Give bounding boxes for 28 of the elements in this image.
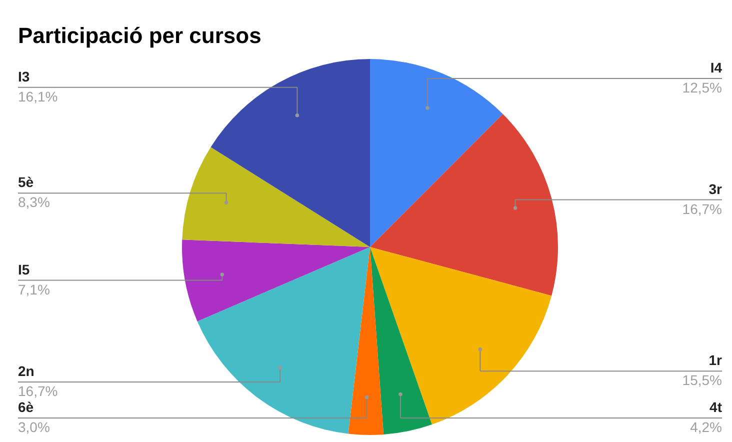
slice-label: I4 (710, 59, 722, 76)
data-label: 8,3% (18, 194, 50, 210)
slice-label: 4t (710, 399, 722, 415)
pie-slice (348, 247, 384, 435)
data-label: 3,0% (18, 419, 50, 435)
slice-label: 2n (18, 363, 34, 379)
pie-slice (182, 147, 370, 247)
pie-slice (370, 59, 503, 247)
slice-label: 5è (18, 174, 34, 190)
pie-slice (370, 247, 552, 424)
pie-slice (210, 59, 370, 247)
pie-slice (370, 247, 432, 435)
data-label: 7,1% (18, 281, 50, 298)
data-label: 16,7% (682, 200, 722, 217)
pie-slice (197, 247, 370, 434)
data-label: 16,7% (18, 383, 58, 399)
slice-label: 6è (18, 399, 34, 415)
slice-label: I3 (18, 68, 30, 84)
data-label: 4,2% (690, 419, 722, 435)
data-label: 15,5% (682, 372, 722, 388)
pie-slice (182, 240, 370, 322)
data-label: 16,1% (18, 88, 58, 104)
pie-slice (370, 114, 558, 296)
chart-title: Participació per cursos (18, 23, 262, 48)
slice-label: 3r (708, 180, 723, 197)
slice-label: I5 (18, 261, 30, 278)
data-label: 12,5% (682, 79, 722, 96)
slice-label: 1r (708, 352, 723, 368)
